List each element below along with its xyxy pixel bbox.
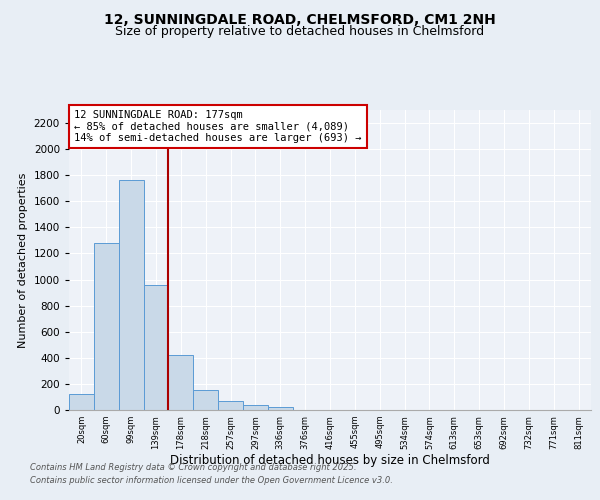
Bar [69,394,94,410]
Text: Contains HM Land Registry data © Crown copyright and database right 2025.: Contains HM Land Registry data © Crown c… [30,462,356,471]
Bar [94,243,119,410]
Bar [119,180,143,410]
Bar [218,401,243,410]
Bar [193,390,218,410]
X-axis label: Distribution of detached houses by size in Chelmsford: Distribution of detached houses by size … [170,454,490,468]
Text: 12 SUNNINGDALE ROAD: 177sqm
← 85% of detached houses are smaller (4,089)
14% of : 12 SUNNINGDALE ROAD: 177sqm ← 85% of det… [74,110,362,143]
Text: 12, SUNNINGDALE ROAD, CHELMSFORD, CM1 2NH: 12, SUNNINGDALE ROAD, CHELMSFORD, CM1 2N… [104,12,496,26]
Text: Size of property relative to detached houses in Chelmsford: Size of property relative to detached ho… [115,25,485,38]
Bar [243,405,268,410]
Bar [268,408,293,410]
Bar [143,285,169,410]
Y-axis label: Number of detached properties: Number of detached properties [18,172,28,348]
Text: Contains public sector information licensed under the Open Government Licence v3: Contains public sector information licen… [30,476,393,485]
Bar [169,355,193,410]
